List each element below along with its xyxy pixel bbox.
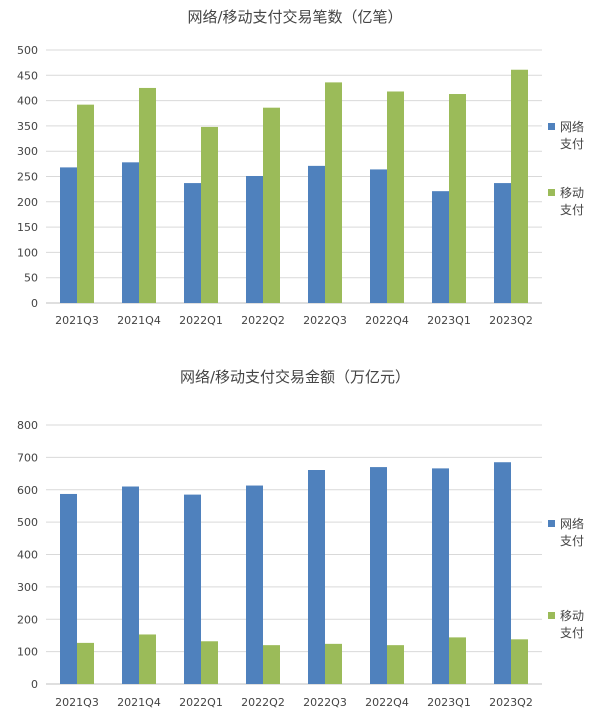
transaction-amount-chart: 网络/移动支付交易金额（万亿元） 0 100 200 300 400 500 600 700 80… [0, 355, 590, 721]
amount-x-tick-label: 2021Q3 [55, 696, 99, 709]
count-legend-label: 网络 [560, 119, 584, 134]
amount-y-tick-label: 0 [31, 678, 38, 691]
amount-bar-online-2023Q2 [494, 462, 511, 684]
amount-bar-mobile-2021Q4 [139, 634, 156, 684]
count-bar-mobile-2023Q1 [449, 94, 466, 303]
amount-bar-online-2021Q4 [122, 486, 139, 684]
count-bar-online-2022Q3 [308, 165, 325, 303]
count-y-tick-label: 50 [24, 272, 38, 285]
count-bar-online-2023Q1 [432, 191, 449, 303]
count-bar-mobile-2022Q1 [201, 126, 218, 303]
count-bar-mobile-2021Q3 [77, 104, 94, 303]
amount-x-tick-label: 2022Q4 [365, 696, 409, 709]
amount-bar-online-2023Q1 [432, 468, 449, 684]
count-bar-mobile-2021Q4 [139, 87, 156, 303]
count-legend-swatch-mobile [548, 189, 555, 196]
transaction-count-chart-svg: 网络/移动支付交易笔数（亿笔） 0 50 100 150 200 250 300 350 400 4… [17, 8, 584, 327]
count-legend-label: 支付 [560, 137, 584, 151]
count-x-tick-label: 2022Q1 [179, 314, 223, 327]
amount-y-tick-label: 500 [17, 516, 38, 529]
amount-y-tick-label: 600 [17, 484, 38, 497]
count-legend-label: 移动 [560, 186, 584, 200]
count-y-tick-label: 0 [31, 297, 38, 310]
amount-x-tick-label: 2022Q1 [179, 696, 223, 709]
amount-legend-label: 移动 [560, 609, 584, 623]
amount-bar-mobile-2022Q2 [263, 645, 280, 684]
count-bar-mobile-2022Q2 [263, 107, 280, 304]
count-bar-online-2021Q4 [122, 162, 139, 303]
amount-chart-title: 网络/移动支付交易金额（万亿元） [180, 368, 410, 386]
count-x-tick-label: 2021Q3 [55, 314, 99, 327]
count-bar-online-2022Q1 [184, 183, 201, 303]
transaction-count-chart: 网络/移动支付交易笔数（亿笔） 0 50 100 150 200 250 300 350 400 4… [0, 0, 590, 345]
amount-bar-online-2021Q3 [60, 493, 77, 684]
amount-x-tick-label: 2022Q2 [241, 696, 285, 709]
amount-bar-mobile-2022Q1 [201, 641, 218, 684]
count-legend-swatch-online [548, 123, 555, 130]
amount-y-tick-label: 200 [17, 613, 38, 626]
amount-bar-online-2022Q3 [308, 470, 325, 684]
count-bar-online-2022Q4 [370, 169, 387, 303]
count-bar-online-2022Q2 [246, 175, 263, 303]
count-y-tick-label: 450 [17, 69, 38, 82]
amount-y-tick-label: 400 [17, 549, 38, 562]
count-y-tick-label: 400 [17, 95, 38, 108]
count-bar-mobile-2022Q3 [325, 82, 342, 303]
amount-x-tick-label: 2021Q4 [117, 696, 161, 709]
amount-bar-online-2022Q2 [246, 485, 263, 684]
count-bar-online-2023Q2 [494, 183, 511, 303]
count-y-tick-label: 300 [17, 145, 38, 158]
amount-x-tick-label: 2023Q1 [427, 696, 471, 709]
count-bar-mobile-2023Q2 [511, 69, 528, 303]
count-x-tick-label: 2022Q4 [365, 314, 409, 327]
count-chart-title: 网络/移动支付交易笔数（亿笔） [187, 8, 402, 26]
amount-legend-swatch-online [548, 520, 555, 527]
count-x-tick-label: 2022Q3 [303, 314, 347, 327]
count-bar-online-2021Q3 [60, 167, 77, 303]
count-x-tick-label: 2023Q2 [489, 314, 533, 327]
count-y-tick-label: 350 [17, 120, 38, 133]
amount-bar-online-2022Q1 [184, 494, 201, 684]
amount-bar-mobile-2022Q4 [387, 645, 404, 684]
amount-bar-mobile-2023Q2 [511, 639, 528, 684]
amount-y-tick-label: 100 [17, 646, 38, 659]
amount-bar-mobile-2022Q3 [325, 643, 342, 684]
count-y-tick-label: 250 [17, 171, 38, 184]
amount-x-tick-label: 2023Q2 [489, 696, 533, 709]
count-y-tick-label: 200 [17, 196, 38, 209]
transaction-amount-chart-svg: 网络/移动支付交易金额（万亿元） 0 100 200 300 400 500 600 700 80… [17, 368, 584, 709]
count-x-tick-label: 2021Q4 [117, 314, 161, 327]
amount-bar-mobile-2023Q1 [449, 637, 466, 684]
amount-y-tick-label: 700 [17, 451, 38, 464]
amount-legend-swatch-mobile [548, 612, 555, 619]
amount-x-tick-label: 2022Q3 [303, 696, 347, 709]
count-x-tick-label: 2022Q2 [241, 314, 285, 327]
count-y-tick-label: 150 [17, 221, 38, 234]
count-legend-label: 支付 [560, 203, 584, 217]
amount-legend-label: 支付 [560, 626, 584, 640]
count-y-tick-label: 500 [17, 44, 38, 57]
amount-bar-online-2022Q4 [370, 467, 387, 684]
count-x-tick-label: 2023Q1 [427, 314, 471, 327]
amount-legend-label: 支付 [560, 534, 584, 548]
amount-y-tick-label: 800 [17, 419, 38, 432]
amount-legend-label: 网络 [560, 516, 584, 531]
amount-y-tick-label: 300 [17, 581, 38, 594]
count-bar-mobile-2022Q4 [387, 91, 404, 303]
count-y-tick-label: 100 [17, 246, 38, 259]
amount-bar-mobile-2021Q3 [77, 642, 94, 684]
